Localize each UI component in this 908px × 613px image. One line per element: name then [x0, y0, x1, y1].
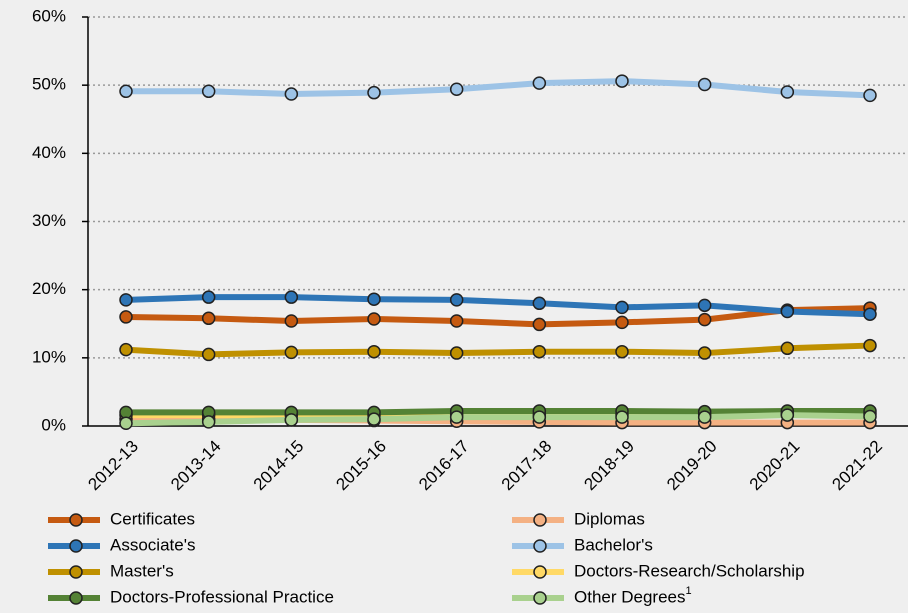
series-line: [125, 294, 871, 318]
point: [697, 298, 712, 313]
point: [697, 77, 712, 92]
x-tick-label: 2014-15: [250, 437, 308, 495]
point: [863, 409, 877, 424]
legend-marker: [69, 539, 83, 553]
series-line: [125, 412, 871, 427]
point: [780, 85, 795, 99]
point: [780, 304, 795, 319]
point: [615, 344, 629, 359]
point: [119, 416, 133, 431]
x-tick-label: 2016-17: [415, 437, 473, 495]
point: [284, 87, 299, 101]
legend-marker: [69, 513, 83, 527]
point: [697, 346, 712, 360]
point: [780, 341, 795, 356]
point: [367, 312, 381, 326]
legend-marker: [533, 539, 547, 553]
legend-marker: [533, 591, 547, 605]
point: [532, 344, 547, 359]
point: [532, 317, 547, 332]
point: [615, 315, 629, 330]
legend-label: Associate's: [110, 535, 195, 554]
point: [119, 293, 133, 307]
point: [697, 410, 712, 424]
point: [863, 338, 877, 353]
legend-label: Doctors-Research/Scholarship: [574, 561, 805, 580]
point: [284, 290, 299, 304]
legend-marker: [69, 591, 83, 605]
x-tick-label: 2013-14: [167, 437, 225, 495]
point: [284, 345, 299, 360]
point: [532, 296, 547, 311]
point: [532, 410, 547, 424]
point: [201, 415, 216, 429]
point: [615, 74, 629, 88]
point: [863, 88, 877, 103]
series-line: [126, 408, 870, 416]
point: [615, 300, 629, 315]
point: [780, 408, 795, 422]
point: [532, 76, 547, 90]
point: [449, 82, 464, 97]
legend-label: Bachelor's: [574, 535, 653, 554]
point: [119, 84, 133, 99]
point: [615, 410, 629, 424]
series-line: [126, 78, 871, 99]
point: [449, 410, 464, 424]
x-tick-label: 2015-16: [332, 437, 390, 495]
x-tick-label: 2019-20: [663, 437, 721, 495]
y-tick-label: 10%: [32, 347, 66, 366]
legend-label: Master's: [110, 561, 174, 580]
x-tick-label: 2020-21: [746, 437, 804, 495]
point: [367, 292, 381, 306]
point: [449, 293, 464, 307]
point: [367, 85, 381, 100]
point: [201, 347, 216, 362]
point: [119, 342, 133, 357]
y-tick-label: 40%: [32, 143, 66, 162]
legend-marker: [533, 513, 547, 527]
x-tick-label: 2021-22: [828, 437, 886, 495]
y-tick-label: 50%: [32, 75, 66, 94]
y-tick-label: 20%: [32, 279, 66, 298]
point: [284, 314, 299, 328]
point: [367, 344, 381, 359]
legend-label: Diplomas: [574, 509, 645, 528]
x-tick-label: 2017-18: [498, 437, 556, 495]
y-tick-label: 30%: [32, 211, 66, 230]
point: [201, 290, 216, 304]
point: [367, 412, 381, 426]
x-tick-label: 2018-19: [580, 437, 638, 495]
legend-marker: [533, 565, 547, 579]
y-tick-label: 60%: [32, 6, 66, 25]
legend-marker: [69, 565, 83, 579]
point: [697, 312, 712, 327]
point: [449, 314, 464, 328]
point: [119, 310, 133, 324]
point: [284, 413, 299, 427]
legend-label: Doctors-Professional Practice: [110, 587, 334, 606]
legend-label: Certificates: [110, 509, 195, 528]
x-tick-label: 2012-13: [84, 437, 142, 495]
point: [201, 84, 216, 99]
series-line: [125, 305, 871, 328]
y-tick-label: 0%: [41, 415, 66, 434]
series-line: [125, 342, 871, 358]
point: [863, 307, 877, 321]
point: [201, 311, 216, 326]
point: [449, 346, 464, 360]
legend-label: Other Degrees: [574, 587, 686, 606]
legend-superscript: 1: [686, 585, 692, 597]
